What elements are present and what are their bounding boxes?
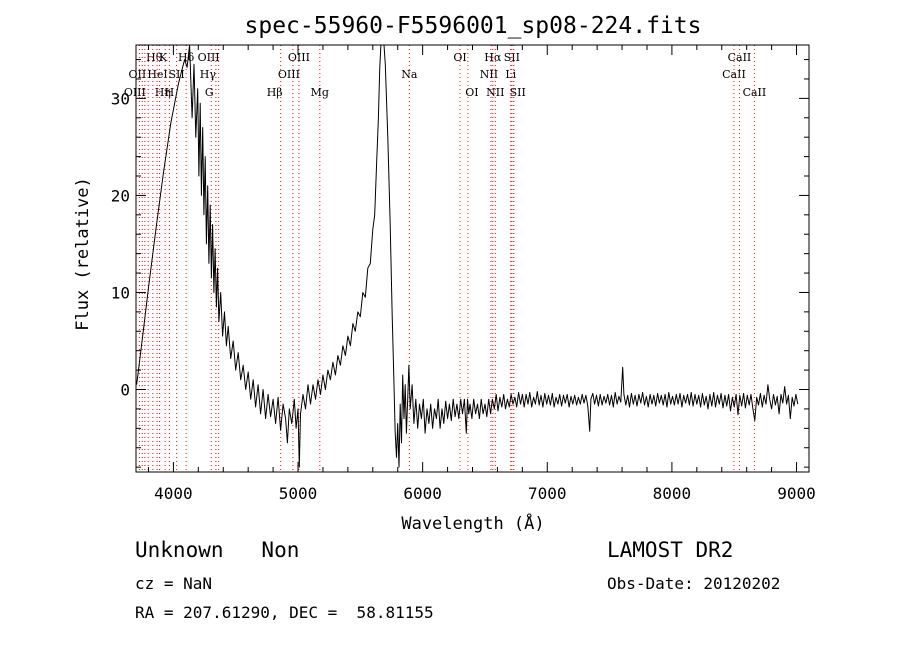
observation-date: Obs-Date: 20120202 [607, 574, 781, 593]
line-marker-label: OIII [288, 51, 310, 64]
line-marker-label: Hθ [146, 51, 163, 64]
line-marker-label: Hβ [267, 86, 283, 99]
line-marker-label: CaII [743, 86, 767, 99]
x-tick-label: 7000 [528, 484, 567, 503]
x-axis-label: Wavelength (Å) [401, 512, 544, 534]
y-axis-label: Flux (relative) [73, 177, 93, 331]
spectrum-series [136, 44, 799, 468]
coordinates: RA = 207.61290, DEC = 58.81155 [135, 603, 434, 622]
redshift-value: cz = NaN [135, 574, 213, 593]
y-tick-label: 10 [111, 283, 130, 302]
x-tick-label: 8000 [653, 484, 692, 503]
line-marker-label: Hδ [178, 51, 195, 64]
survey-name: LAMOST DR2 [607, 538, 734, 562]
line-marker-label: CaII [722, 68, 746, 81]
line-marker-label: Mg [311, 86, 329, 99]
line-marker-label: Li [505, 68, 516, 81]
line-marker-label: HeI [147, 68, 167, 81]
line-marker-label: NII [480, 68, 498, 81]
line-marker-label: OIII [278, 68, 300, 81]
line-marker-label: Hγ [200, 68, 217, 81]
spectrum-line [136, 44, 799, 468]
line-marker-label: H [165, 86, 175, 99]
line-marker-label: NII [486, 86, 504, 99]
line-marker-label: OIII [124, 86, 146, 99]
x-tick-label: 6000 [403, 484, 442, 503]
y-tick-label: 20 [111, 186, 130, 205]
y-tick-label: 0 [120, 381, 130, 400]
y-tick-label: 30 [111, 89, 130, 108]
line-marker-label: G [205, 86, 214, 99]
line-marker-label: SII [504, 51, 520, 64]
line-marker-label: Hα [484, 51, 502, 64]
line-marker-label: OI [465, 86, 478, 99]
chart-title: spec-55960-F5596001_sp08-224.fits [245, 13, 702, 39]
line-marker-label: Na [401, 68, 418, 81]
line-marker-label: CaII [728, 51, 752, 64]
line-marker-label: SII [510, 86, 526, 99]
plot-axes: 4000 5000 6000 7000 8000 9000 0 10 20 30 [111, 44, 816, 503]
x-tick-label: 9000 [777, 484, 816, 503]
line-marker-label: OI [453, 51, 466, 64]
x-tick-label: 5000 [279, 484, 318, 503]
line-marker-label: OIII [198, 51, 220, 64]
line-marker-label: K [159, 51, 168, 64]
line-marker-label: SII [169, 68, 185, 81]
object-classification: Unknown Non [135, 538, 300, 562]
line-marker-label: Hη [155, 86, 171, 99]
x-tick-label: 4000 [154, 484, 193, 503]
